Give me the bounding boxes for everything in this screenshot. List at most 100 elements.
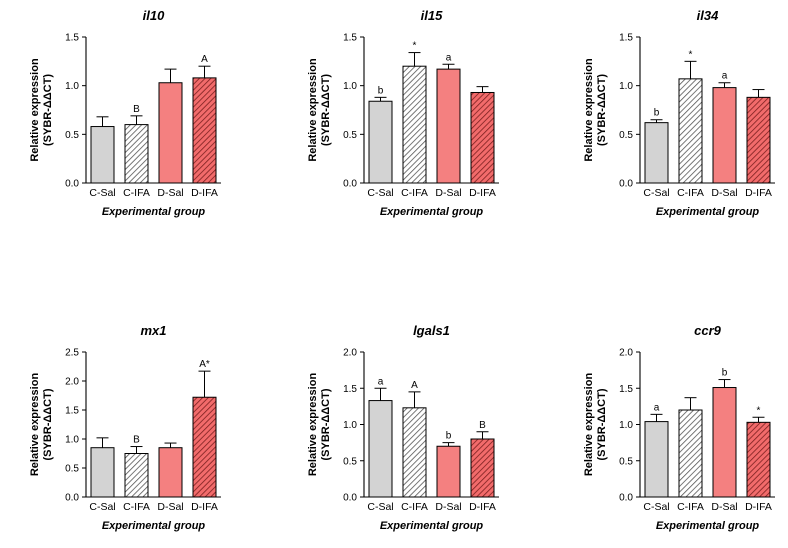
significance-label: b [378, 85, 384, 96]
chart-title: il10 [143, 8, 165, 23]
y-tick-label: 0.5 [65, 130, 79, 141]
significance-label: b [654, 108, 660, 119]
significance-label: a [654, 402, 660, 413]
y-axis-label: Relative expression [29, 373, 41, 477]
y-tick-label: 2.0 [65, 377, 79, 388]
y-axis-label: Relative expression [307, 58, 319, 162]
bar-C-IFA [402, 65, 427, 184]
y-axis-label: (SYBR-ΔΔCT) [42, 74, 54, 146]
y-tick-label: 0.0 [619, 179, 633, 190]
significance-label: a [378, 376, 384, 387]
significance-label: a [446, 52, 452, 63]
y-tick-label: 0.0 [65, 179, 79, 190]
significance-label: b [722, 368, 728, 379]
x-tick-label-C-IFA: C-IFA [677, 501, 704, 513]
chart-title: lgals1 [413, 323, 450, 338]
significance-label: * [413, 41, 417, 52]
bar-D-Sal [436, 68, 461, 184]
y-axis-label: Relative expression [29, 58, 41, 162]
chart-panel-il34: il34 0.0 0.5 1.0 1.5 Relative expression (SYBR… [583, 8, 775, 218]
significance-label: A [411, 380, 418, 391]
x-tick-label-D-IFA: D-IFA [745, 187, 772, 199]
significance-label: a [722, 71, 728, 82]
x-axis-label: Experimental group [656, 206, 760, 218]
y-tick-label: 1.0 [619, 420, 633, 431]
y-axis-label: (SYBR-ΔΔCT) [596, 74, 608, 146]
bar-D-IFA [746, 96, 771, 184]
y-tick-label: 0.0 [343, 493, 357, 504]
y-tick-label: 1.0 [343, 81, 357, 92]
y-tick-label: 1.5 [65, 33, 79, 44]
x-axis-label: Experimental group [102, 520, 206, 532]
bar-C-IFA [402, 407, 427, 498]
y-tick-label: 0.0 [619, 493, 633, 504]
y-tick-label: 1.0 [619, 81, 633, 92]
bar-C-IFA [124, 124, 149, 184]
significance-label: b [446, 431, 452, 442]
x-tick-label-C-Sal: C-Sal [367, 187, 393, 199]
x-tick-label-D-Sal: D-Sal [435, 187, 461, 199]
y-tick-label: 0.5 [619, 456, 633, 467]
bar-C-Sal [90, 447, 115, 498]
bar-C-Sal [644, 421, 669, 498]
x-tick-label-C-IFA: C-IFA [401, 187, 428, 199]
x-tick-label-C-Sal: C-Sal [643, 501, 669, 513]
y-axis-label: Relative expression [307, 373, 319, 477]
bar-C-IFA [678, 409, 703, 498]
x-axis-label: Experimental group [656, 520, 760, 532]
bar-D-Sal [712, 87, 737, 184]
significance-label: B [133, 104, 140, 115]
chart-title: il34 [697, 8, 719, 23]
chart-panel-mx1: mx1 0.0 0.5 1.0 1.5 2.0 2.5 Relative expression… [29, 323, 221, 532]
bar-D-IFA [470, 438, 495, 498]
x-axis-label: Experimental group [380, 206, 484, 218]
bar-D-IFA [192, 77, 217, 184]
y-tick-label: 0.5 [343, 456, 357, 467]
bar-D-Sal [436, 445, 461, 498]
x-tick-label-D-IFA: D-IFA [469, 187, 496, 199]
x-tick-label-D-IFA: D-IFA [191, 501, 218, 513]
bar-D-Sal [712, 387, 737, 498]
bar-C-Sal [644, 122, 669, 184]
y-tick-label: 1.5 [619, 33, 633, 44]
y-axis-label: Relative expression [583, 58, 595, 162]
bar-C-Sal [368, 100, 393, 184]
y-tick-label: 1.0 [65, 81, 79, 92]
significance-label: A [201, 54, 208, 65]
x-tick-label-C-Sal: C-Sal [643, 187, 669, 199]
x-tick-label-C-IFA: C-IFA [401, 501, 428, 513]
chart-title: ccr9 [694, 323, 722, 338]
y-axis-label: (SYBR-ΔΔCT) [320, 74, 332, 146]
significance-label: * [757, 405, 761, 416]
significance-label: B [479, 420, 486, 431]
chart-panel-lgals1: lgals1 0.0 0.5 1.0 1.5 2.0 Relative expression… [307, 323, 499, 532]
x-tick-label-D-Sal: D-Sal [157, 501, 183, 513]
y-axis-label: (SYBR-ΔΔCT) [320, 388, 332, 460]
x-tick-label-D-IFA: D-IFA [191, 187, 218, 199]
y-tick-label: 1.5 [343, 384, 357, 395]
bar-D-Sal [158, 447, 183, 498]
y-tick-label: 2.0 [619, 348, 633, 359]
bar-D-IFA [470, 91, 495, 184]
x-tick-label-D-Sal: D-Sal [157, 187, 183, 199]
y-tick-label: 1.5 [619, 384, 633, 395]
y-tick-label: 2.5 [65, 348, 79, 359]
bar-C-IFA [124, 453, 149, 498]
significance-label: A* [199, 359, 210, 370]
chart-title: il15 [421, 8, 443, 23]
y-tick-label: 1.5 [343, 33, 357, 44]
y-tick-label: 1.5 [65, 406, 79, 417]
y-tick-label: 0.5 [343, 130, 357, 141]
y-tick-label: 0.0 [343, 179, 357, 190]
bar-D-IFA [746, 421, 771, 498]
x-tick-label-C-IFA: C-IFA [123, 187, 150, 199]
y-tick-label: 0.5 [619, 130, 633, 141]
bar-D-IFA [192, 396, 217, 498]
chart-panel-il10: il10 0.0 0.5 1.0 1.5 Relative expression (SYBR… [29, 8, 221, 218]
y-axis-label: (SYBR-ΔΔCT) [596, 388, 608, 460]
x-tick-label-D-IFA: D-IFA [469, 501, 496, 513]
x-tick-label-D-Sal: D-Sal [711, 187, 737, 199]
x-tick-label-D-Sal: D-Sal [435, 501, 461, 513]
